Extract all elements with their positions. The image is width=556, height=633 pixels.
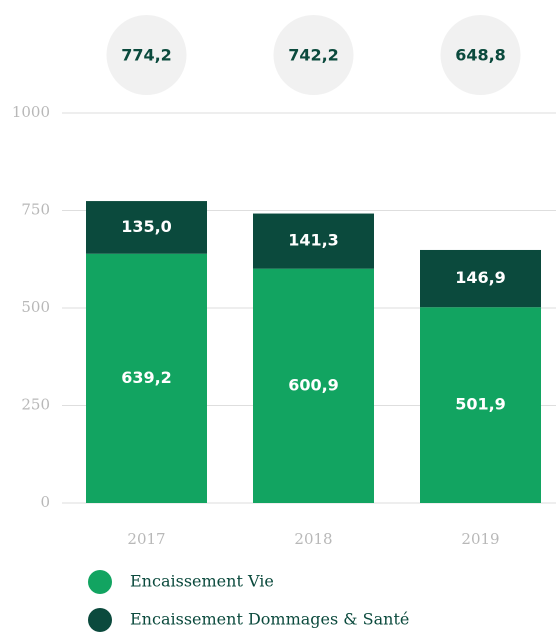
total-label: 742,2 (288, 46, 339, 65)
data-label: 141,3 (288, 231, 339, 250)
data-label: 146,9 (455, 268, 506, 287)
total-label: 648,8 (455, 46, 506, 65)
bar-segment (86, 253, 207, 503)
total-label: 774,2 (121, 46, 172, 65)
data-label: 600,9 (288, 375, 339, 394)
bar-segment (253, 213, 374, 269)
total-badge (273, 15, 354, 95)
y-tick-label: 0 (40, 493, 50, 511)
x-tick-label: 2017 (127, 530, 165, 548)
legend-swatch (88, 570, 112, 594)
legend-label: Encaissement Vie (130, 572, 274, 591)
x-tick-label: 2018 (294, 530, 332, 548)
y-tick-label: 250 (21, 396, 50, 414)
x-tick-label: 2019 (461, 530, 499, 548)
total-badge (440, 15, 521, 95)
y-tick-label: 750 (21, 201, 50, 219)
y-tick-label: 1000 (12, 103, 50, 121)
bar-segment (86, 201, 207, 254)
data-label: 135,0 (121, 217, 172, 236)
data-label: 639,2 (121, 368, 172, 387)
bar-segment (253, 268, 374, 503)
legend-label: Encaissement Dommages & Santé (130, 610, 409, 629)
bar-segment (420, 249, 541, 308)
bar-segment (420, 307, 541, 503)
total-badge (106, 15, 187, 95)
y-tick-label: 500 (21, 298, 50, 316)
legend-swatch (88, 608, 112, 632)
data-label: 501,9 (455, 395, 506, 414)
